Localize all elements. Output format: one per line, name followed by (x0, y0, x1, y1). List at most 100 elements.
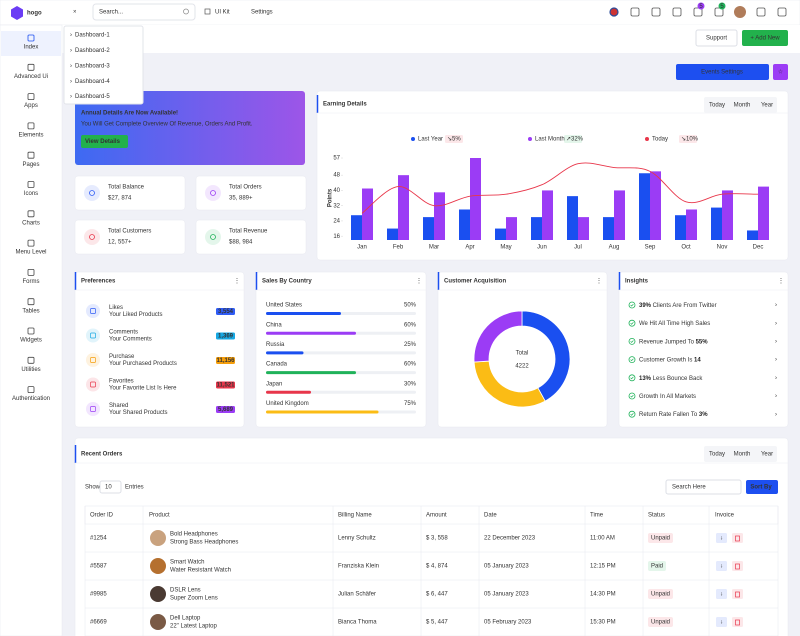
insight-part: 3% (699, 412, 708, 418)
entries-count: 10 (105, 485, 112, 491)
insight-part: Return Rate Fallen To (639, 412, 699, 418)
insight-part: Growth In All Markets (639, 394, 696, 400)
product-avatar (150, 530, 166, 546)
top-icon[interactable] (777, 7, 787, 17)
column-header: Time (590, 513, 604, 519)
sort-button[interactable] (746, 480, 778, 494)
top-icon[interactable] (693, 7, 703, 17)
insight-arrow: › (775, 412, 777, 418)
top-icon[interactable] (651, 7, 661, 17)
x-tick-label: Jun (537, 245, 547, 251)
check-icon (628, 337, 636, 345)
download-button[interactable] (716, 617, 727, 627)
top-menu: Settings (251, 10, 273, 16)
status: Paid (651, 564, 663, 570)
progress-bar (266, 390, 311, 394)
pref-count: 5,689 (218, 407, 234, 413)
top-icon[interactable] (714, 7, 724, 17)
sidebar-item: Utilities (21, 367, 40, 373)
pref-count-badge (216, 308, 235, 315)
orders-search[interactable] (665, 479, 742, 495)
support-label: Support (706, 36, 727, 42)
view-details-label: View Details (85, 139, 121, 145)
download-button[interactable] (716, 561, 727, 571)
status-pill (648, 533, 673, 543)
sidebar-icon (27, 356, 35, 364)
insight-text: We Hit All Time High Sales (639, 321, 710, 327)
search-box[interactable] (92, 3, 196, 21)
sidebar-item: Menu Level (15, 250, 46, 256)
tab[interactable]: Year (761, 452, 773, 458)
stat-icon (205, 229, 221, 245)
insight-part: 14 (694, 357, 701, 363)
search-placeholder: Search... (99, 10, 123, 16)
flag-icon (609, 7, 619, 17)
billing-name: Julian Schäfer (338, 592, 376, 598)
change-badge (445, 135, 463, 143)
bar (434, 192, 445, 240)
delete-button[interactable] (732, 533, 743, 543)
stat-label: Total Balance (108, 185, 145, 191)
progress-bar (266, 351, 304, 355)
pref-icon (86, 304, 100, 318)
pref-count: 3,554 (218, 309, 234, 315)
insight-text: Return Rate Fallen To 3% (639, 412, 708, 418)
sidebar-item: Widgets (20, 338, 42, 344)
line-series (361, 162, 759, 214)
legend-dot (528, 137, 532, 141)
top-icon[interactable] (756, 7, 766, 17)
support-button[interactable] (695, 29, 738, 47)
view-details-button[interactable] (81, 135, 128, 148)
events-button[interactable] (676, 64, 769, 80)
delete-button[interactable] (732, 589, 743, 599)
banner-subtitle: You Will Get Complete Overview Of Revenu… (81, 122, 253, 128)
change-value: 5% (452, 137, 461, 143)
download-button[interactable] (716, 533, 727, 543)
insight-part: 13% (639, 375, 652, 381)
time: 12:15 PM (590, 564, 616, 570)
dropdown-bullet: › (70, 63, 72, 69)
progress-bar (266, 312, 341, 315)
country-value: 60% (404, 322, 417, 328)
legend-dot (411, 137, 415, 141)
tab[interactable]: Month (734, 103, 751, 109)
star-button[interactable] (773, 64, 788, 80)
stat-card (74, 175, 186, 211)
pref-count-badge (216, 406, 235, 413)
insight-arrow: › (775, 375, 777, 381)
preferences-card (74, 271, 245, 428)
sidebar-item: Apps (24, 103, 38, 109)
product-name: Dell Laptop (170, 616, 201, 622)
sidebar-item: Authentication (12, 396, 50, 402)
add-new-button[interactable] (742, 30, 788, 46)
delete-button[interactable] (732, 561, 743, 571)
delete-button[interactable] (732, 617, 743, 627)
amount: $ 5, 447 (426, 620, 448, 626)
tab[interactable]: Today (709, 452, 725, 458)
pref-desc: Your Shared Products (109, 410, 167, 416)
card-title: Insights (625, 279, 649, 285)
change-arrow: ↘ (447, 137, 452, 143)
tab[interactable]: Year (761, 103, 773, 109)
country-name: Russia (266, 342, 285, 348)
insight-part: 55% (696, 339, 709, 345)
tab[interactable]: Month (734, 452, 751, 458)
column-header: Order ID (90, 513, 114, 519)
top-icon[interactable] (672, 7, 682, 17)
time: 15:30 PM (590, 620, 616, 626)
sidebar-item: Forms (23, 279, 40, 285)
download-button[interactable] (716, 589, 727, 599)
country-value: 50% (404, 303, 417, 309)
entries-select[interactable] (99, 480, 122, 494)
check-icon (628, 410, 636, 418)
card-title: Earning Details (323, 102, 367, 108)
insight-part: Customer Growth Is (639, 357, 694, 363)
pref-name: Favorites (109, 379, 134, 385)
dropdown-bullet: › (70, 48, 72, 54)
check-mark (630, 303, 634, 307)
top-icon[interactable] (630, 7, 640, 17)
tab[interactable]: Today (709, 103, 725, 109)
events-label: Events Settings (701, 70, 743, 76)
x-tick-label: Sep (645, 245, 656, 251)
